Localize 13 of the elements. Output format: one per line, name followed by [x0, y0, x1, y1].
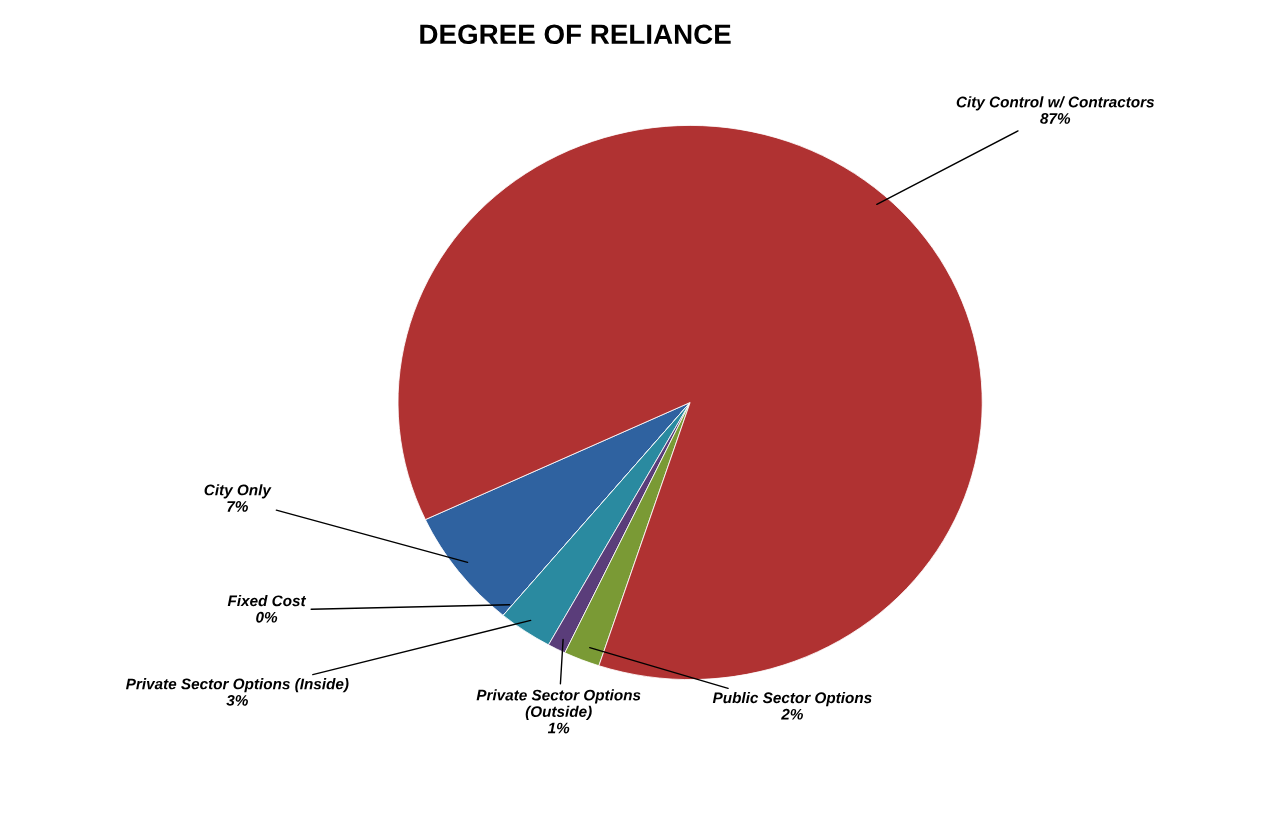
text: 0%: [256, 611, 278, 623]
chart-title: DEGREE OF RELIANCE: [420, 24, 731, 45]
data-label: 7%: [227, 501, 248, 512]
slice-label: Private Sector Options (Outside): [476, 689, 641, 720]
category-label: Fixed Cost: [227, 594, 307, 607]
slice-label: City Only: [204, 484, 272, 499]
data-label: 1%: [547, 722, 570, 734]
data-label: 2%: [781, 708, 803, 720]
slice-label: Public Sector Options: [712, 691, 872, 707]
slice-label: Private Sector Options (Inside): [125, 678, 349, 693]
slice-label: City Control w/ Contractors: [956, 96, 1155, 111]
data-label: 87%: [1040, 113, 1071, 124]
data-label: 3%: [226, 694, 248, 706]
